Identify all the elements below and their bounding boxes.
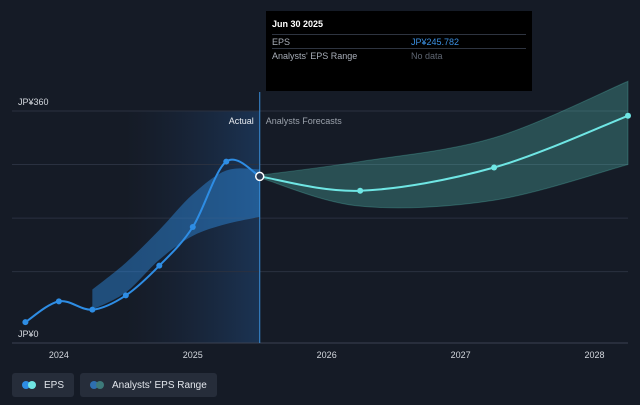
eps-range-band [259, 80, 629, 209]
eps-actual-line [24, 158, 261, 324]
y-tick-label: JP¥360 [18, 97, 49, 107]
range-swatch-icon [90, 381, 106, 389]
eps-actual-point [89, 306, 96, 313]
tooltip-row-range: Analysts' EPS Range No data [272, 48, 526, 62]
x-tick-label: 2026 [317, 350, 337, 360]
eps-forecast-line [259, 114, 629, 192]
x-tick-label: 2025 [183, 350, 203, 360]
legend-eps-label: EPS [44, 379, 65, 391]
tooltip-range-label: Analysts' EPS Range [272, 50, 358, 61]
x-tick-label: 2024 [49, 350, 69, 360]
eps-chart: JP¥0 JP¥360 2024 2025 2026 2027 2028 Actual Anal… [12, 80, 631, 360]
eps-actual-point [22, 319, 29, 326]
eps-actual-point [122, 292, 129, 299]
tooltip-row-eps: EPS JP¥245.782 [272, 34, 526, 48]
tooltip: Jun 30 2025 EPS JP¥245.782 Analysts' EPS… [266, 11, 532, 91]
eps-actual-point [55, 298, 62, 305]
eps-swatch-icon [22, 381, 38, 389]
legend: EPS Analysts' EPS Range [12, 373, 217, 397]
eps-actual-point [156, 262, 163, 269]
forecast-label: Analysts Forecasts [266, 116, 343, 126]
actual-label: Actual [229, 116, 254, 126]
legend-item-range[interactable]: Analysts' EPS Range [80, 373, 217, 397]
tooltip-range-value: No data [411, 50, 443, 61]
eps-forecast-point [357, 187, 364, 194]
tooltip-date: Jun 30 2025 [272, 19, 324, 29]
legend-range-label: Analysts' EPS Range [112, 379, 207, 391]
y-tick-label: JP¥0 [18, 329, 39, 339]
eps-forecast-point [491, 164, 498, 171]
eps-actual-point [223, 158, 230, 165]
x-tick-label: 2027 [451, 350, 471, 360]
x-tick-label: 2028 [585, 350, 605, 360]
eps-range-band [92, 168, 260, 310]
eps-actual-point [254, 171, 265, 182]
tooltip-eps-label: EPS [272, 36, 291, 47]
tooltip-eps-value: JP¥245.782 [411, 36, 460, 47]
eps-forecast-point [625, 112, 631, 119]
legend-item-eps[interactable]: EPS [12, 373, 75, 397]
eps-actual-point [189, 224, 196, 230]
